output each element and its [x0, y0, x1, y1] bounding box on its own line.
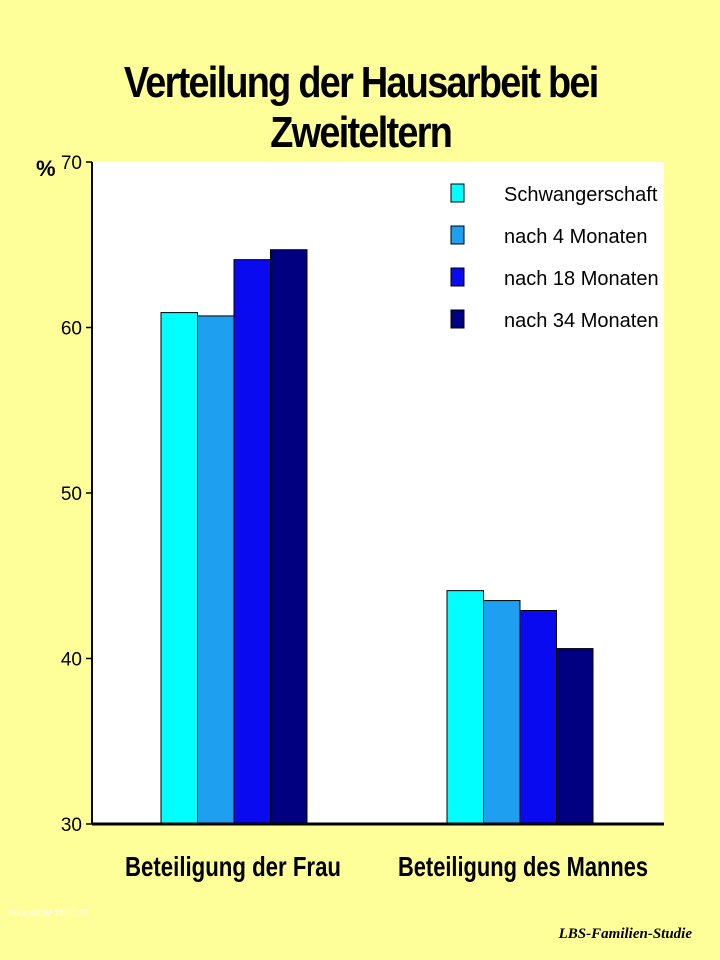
bar-1-series-2 — [197, 315, 235, 825]
y-tick-label: 70 — [61, 153, 82, 174]
x-category-label: Beteiligung des Mannes — [398, 851, 648, 882]
bar-2-series-2 — [483, 600, 521, 825]
footer-credit: Petzoldt/W 10/11/20 — [8, 908, 89, 918]
y-tick-label: 40 — [61, 650, 82, 671]
legend-label: nach 4 Monaten — [504, 226, 647, 248]
bar-1-series-4 — [270, 249, 308, 825]
footer-study-name: LBS-Familien-Studie — [558, 926, 692, 942]
bar-2-series-4 — [556, 648, 594, 825]
legend-label: nach 18 Monaten — [504, 268, 659, 290]
y-tick-label: 50 — [61, 484, 82, 505]
legend-swatch — [450, 309, 465, 329]
bar-1-series-1 — [160, 312, 198, 825]
legend-label: Schwangerschaft — [504, 184, 658, 206]
y-axis-unit-label: % — [36, 156, 56, 181]
legend-label: nach 34 Monaten — [504, 310, 659, 332]
y-tick-label: 60 — [61, 319, 82, 340]
y-tick-label: 30 — [61, 815, 82, 836]
x-category-label: Beteiligung der Frau — [125, 851, 341, 882]
legend-swatch — [450, 267, 465, 287]
slide-title: Verteilung der Hausarbeit bei Zweitelter… — [123, 58, 599, 157]
legend-swatch — [450, 225, 465, 245]
bar-1-series-3 — [233, 259, 271, 825]
legend-swatch — [450, 183, 465, 203]
bar-2-series-1 — [446, 590, 484, 825]
bar-2-series-3 — [519, 610, 557, 825]
